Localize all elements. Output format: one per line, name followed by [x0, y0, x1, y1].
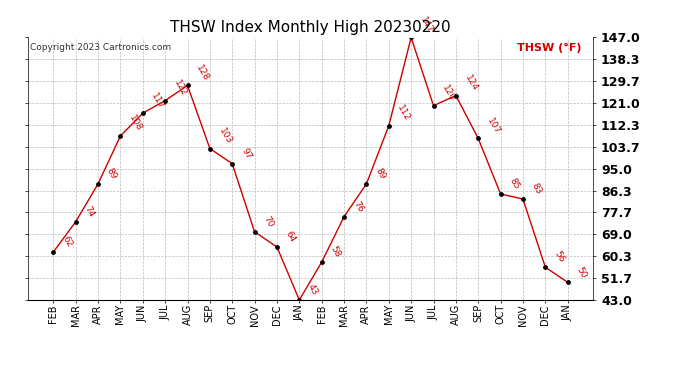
Text: 85: 85: [508, 177, 521, 191]
Text: 43: 43: [306, 283, 319, 297]
Text: 120: 120: [440, 84, 457, 103]
Text: 76: 76: [351, 200, 364, 214]
Point: [406, 34, 417, 40]
Text: 147: 147: [418, 15, 435, 35]
Point: [159, 98, 170, 104]
Text: 128: 128: [195, 63, 211, 82]
Text: 70: 70: [262, 214, 275, 229]
Text: 62: 62: [60, 235, 74, 249]
Point: [227, 161, 238, 167]
Text: Copyright 2023 Cartronics.com: Copyright 2023 Cartronics.com: [30, 43, 172, 52]
Text: THSW (°F): THSW (°F): [517, 43, 582, 53]
Title: THSW Index Monthly High 20230220: THSW Index Monthly High 20230220: [170, 20, 451, 35]
Point: [451, 93, 462, 99]
Point: [540, 264, 551, 270]
Text: 117: 117: [150, 91, 166, 111]
Point: [249, 229, 260, 235]
Point: [562, 279, 573, 285]
Text: 122: 122: [172, 79, 188, 98]
Text: 107: 107: [485, 116, 502, 136]
Text: 83: 83: [530, 182, 544, 196]
Point: [115, 133, 126, 139]
Point: [316, 259, 327, 265]
Text: 89: 89: [105, 166, 119, 181]
Text: 97: 97: [239, 147, 253, 161]
Point: [70, 219, 81, 225]
Text: 103: 103: [217, 126, 233, 146]
Point: [271, 244, 282, 250]
Point: [428, 103, 439, 109]
Point: [383, 123, 394, 129]
Point: [48, 249, 59, 255]
Point: [339, 214, 350, 220]
Text: 56: 56: [552, 250, 566, 264]
Text: 124: 124: [463, 74, 479, 93]
Point: [473, 135, 484, 141]
Text: 58: 58: [328, 245, 342, 260]
Point: [182, 82, 193, 88]
Point: [204, 146, 215, 152]
Point: [294, 297, 305, 303]
Text: 64: 64: [284, 230, 297, 244]
Point: [361, 181, 372, 187]
Point: [92, 181, 104, 187]
Point: [137, 110, 148, 116]
Text: 50: 50: [575, 265, 588, 279]
Text: 89: 89: [373, 166, 387, 181]
Point: [518, 196, 529, 202]
Text: 74: 74: [83, 205, 96, 219]
Text: 112: 112: [396, 104, 412, 123]
Point: [495, 191, 506, 197]
Text: 108: 108: [128, 114, 144, 133]
